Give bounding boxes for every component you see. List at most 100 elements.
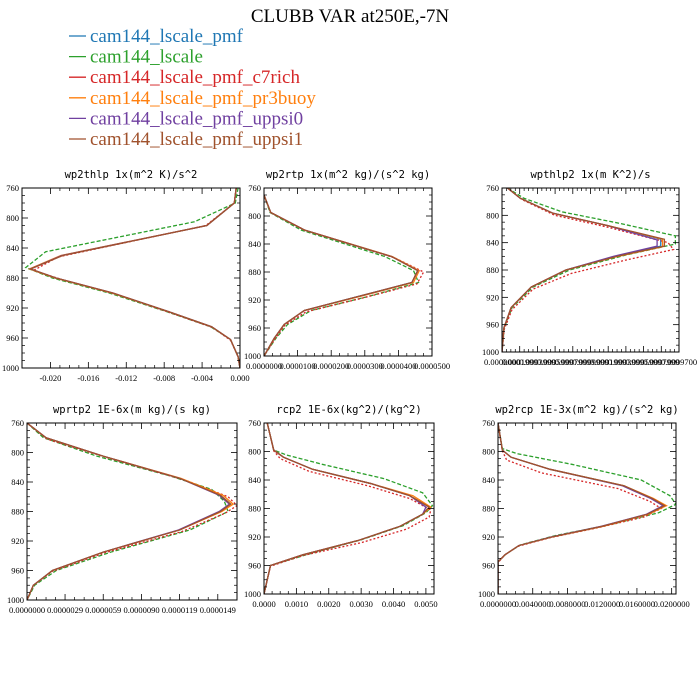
x-tick-label: 0.0020	[317, 599, 340, 609]
x-tick-label: 0.0080000	[549, 599, 585, 609]
y-tick-label: 800	[6, 213, 19, 223]
series-line	[264, 423, 434, 594]
x-tick-label: 0.0005999	[626, 357, 662, 367]
y-tick-label: 840	[6, 243, 19, 253]
legend-label: cam144_lscale_pmf_pr3buoy	[90, 88, 316, 109]
legend-label: cam144_lscale_pmf_c7rich	[90, 67, 300, 88]
x-tick-label: 0.0050	[414, 599, 437, 609]
y-tick-label: 800	[248, 211, 261, 221]
y-tick-label: 880	[11, 507, 24, 517]
legend-entry: cam144_lscale	[69, 47, 203, 68]
panel-title: wp2thlp 1x(m^2 K)/s^2	[65, 169, 198, 181]
x-tick-label: 0.0007999	[555, 357, 591, 367]
y-tick-label: 760	[248, 183, 261, 193]
y-tick-label: 1000	[2, 363, 19, 373]
y-tick-label: 1000	[7, 595, 24, 605]
legend-entry: cam144_lscale_pmf_c7rich	[69, 67, 300, 88]
x-tick-label: 0.0000000	[480, 599, 516, 609]
legend-entry: cam144_lscale_pmf_pr3buoy	[69, 88, 316, 109]
series-line	[502, 188, 666, 352]
y-tick-label: 920	[482, 532, 495, 542]
y-tick-label: 840	[248, 475, 261, 485]
y-tick-label: 960	[6, 333, 19, 343]
y-tick-label: 960	[482, 561, 495, 571]
x-tick-label: 0.0000300	[347, 361, 383, 371]
legend-label: cam144_lscale	[90, 47, 203, 68]
legend-entry: cam144_lscale_pmf_uppsi1	[69, 129, 303, 150]
y-tick-label: 760	[486, 183, 499, 193]
x-tick-label: 0.0000119	[162, 605, 198, 615]
y-tick-label: 880	[248, 504, 261, 514]
x-tick-label: -0.004	[191, 373, 214, 383]
legend: cam144_lscale_pmfcam144_lscalecam144_lsc…	[69, 26, 316, 150]
x-tick-label: -0.012	[115, 373, 137, 383]
x-tick-label: -0.020	[39, 373, 61, 383]
x-tick-label: 0.0000100	[280, 361, 316, 371]
y-tick-label: 800	[486, 210, 499, 220]
x-tick-label: 0.0000000	[246, 361, 282, 371]
x-tick-label: 0.0000000	[484, 357, 520, 367]
panel-title: wp2rtp 1x(m^2 kg)/(s^2 kg)	[266, 169, 430, 181]
y-tick-label: 920	[6, 303, 19, 313]
y-tick-label: 840	[11, 477, 24, 487]
x-tick-label: 0.0007999	[643, 357, 679, 367]
x-tick-label: -0.016	[77, 373, 99, 383]
panel-title: wpthlp2 1x(m K^2)/s	[530, 169, 650, 181]
series-line	[264, 423, 431, 594]
y-tick-label: 800	[248, 447, 261, 457]
series-line	[27, 423, 229, 600]
panels: wp2thlp 1x(m^2 K)/s^2 -0.020 -0.016 -0.012 -…	[2, 169, 697, 615]
series-line	[498, 423, 663, 594]
x-tick-label: 0.0000200	[313, 361, 349, 371]
y-tick-label: 1000	[482, 347, 499, 357]
y-tick-label: 1000	[478, 589, 495, 599]
x-tick-label: 0.0000029	[47, 605, 83, 615]
x-tick-label: 0.0000059	[85, 605, 121, 615]
legend-label: cam144_lscale_pmf_uppsi1	[90, 129, 303, 150]
chart-panel: wprtp2 1E-6x(m kg)/(s kg)0.0000000 0.0000…	[7, 404, 238, 615]
y-tick-label: 880	[248, 267, 261, 277]
series-line	[498, 423, 667, 594]
y-tick-label: 880	[486, 265, 499, 275]
y-tick-label: 960	[486, 320, 499, 330]
x-tick-label: 0.0200000	[654, 599, 690, 609]
y-tick-label: 840	[248, 239, 261, 249]
y-tick-label: 1000	[244, 351, 261, 361]
x-tick-label: 0.0000500	[414, 361, 450, 371]
chart-panel: wp2thlp 1x(m^2 K)/s^2 -0.020 -0.016 -0.012 -…	[2, 169, 250, 383]
x-tick-label: 0.0010	[285, 599, 308, 609]
series-line	[264, 194, 419, 356]
y-tick-label: 880	[482, 504, 495, 514]
y-tick-label: 920	[248, 532, 261, 542]
series-line	[502, 188, 676, 352]
y-tick-label: 760	[482, 418, 495, 428]
legend-label: cam144_lscale_pmf	[90, 26, 244, 47]
panel-title: rcp2 1E-6x(kg^2)/(kg^2)	[276, 404, 421, 416]
x-tick-label: 0.0003999	[519, 357, 555, 367]
x-tick-label: 0.0003999	[608, 357, 644, 367]
chart-panel: wpthlp2 1x(m K^2)/s0.00000000.00019990.0…	[482, 169, 697, 367]
x-tick-label: 0.0000000	[9, 605, 45, 615]
x-tick-label: 0.000	[230, 373, 249, 383]
x-tick-label: -0.008	[153, 373, 175, 383]
y-tick-label: 920	[486, 292, 499, 302]
x-tick-label: 0.0120000	[584, 599, 620, 609]
y-tick-label: 760	[6, 183, 19, 193]
series-line	[264, 194, 420, 356]
y-tick-label: 840	[486, 238, 499, 248]
x-tick-label: 0.0001999	[502, 357, 538, 367]
x-tick-label: 0.0160000	[619, 599, 655, 609]
chart-panel: wp2rtp 1x(m^2 kg)/(s^2 kg)0.00000000.000…	[244, 169, 450, 371]
y-tick-label: 800	[11, 448, 24, 458]
x-tick-label: 0.0040	[382, 599, 405, 609]
series-line	[28, 188, 240, 368]
legend-entry: cam144_lscale_pmf_uppsi0	[69, 108, 303, 129]
chart-panel: wp2rcp 1E-3x(m^2 kg)/(s^2 kg)0.00000000.…	[478, 404, 690, 609]
x-tick-label: 0.0000400	[380, 361, 416, 371]
y-tick-label: 960	[248, 323, 261, 333]
x-tick-label: 0.0009999	[572, 357, 608, 367]
panel-title: wprtp2 1E-6x(m kg)/(s kg)	[53, 404, 211, 416]
x-tick-label: 0.0030	[349, 599, 372, 609]
